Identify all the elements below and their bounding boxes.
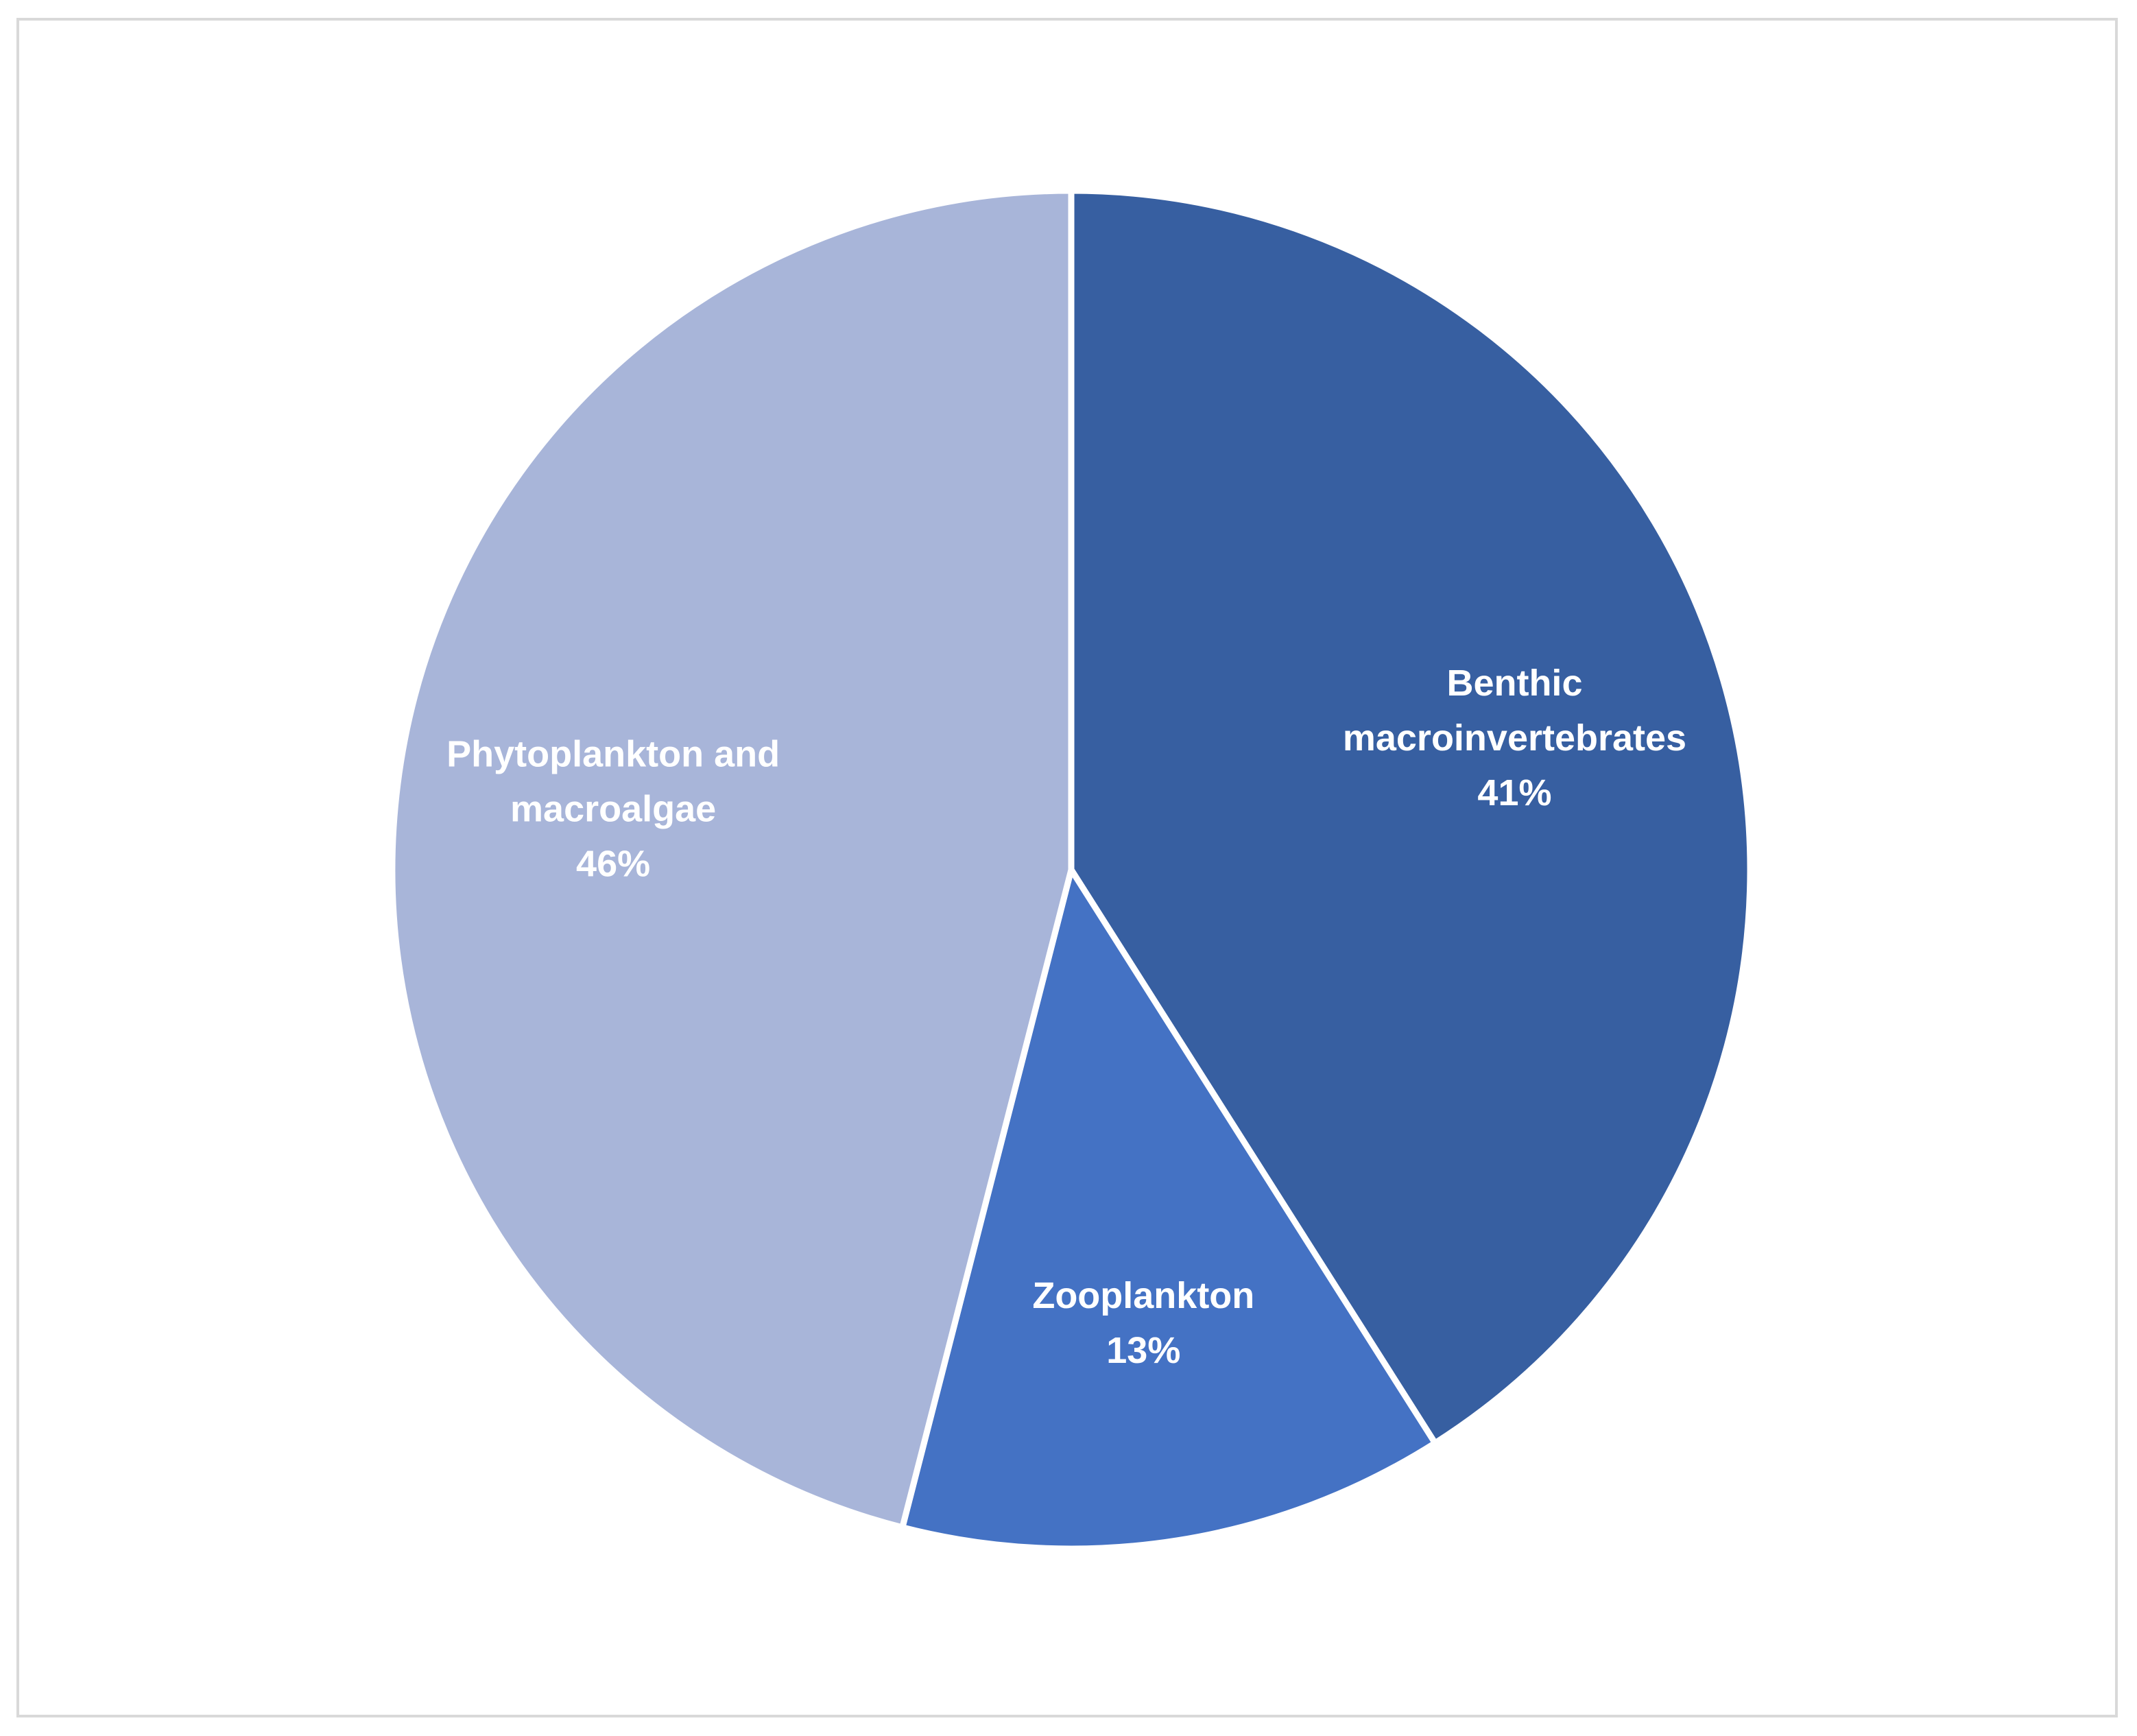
data-label-0: Benthic macroinvertebrates 41% [1343,663,1686,813]
data-label-category: macroinvertebrates [1343,717,1686,759]
data-label-value: 13% [1106,1330,1180,1371]
data-label-1: Zooplankton 13% [1032,1275,1254,1371]
data-label-category: Benthic [1446,663,1582,704]
data-label-2: Phytoplankton and macroalgae 46% [446,734,780,885]
data-label-category: Zooplankton [1032,1275,1254,1316]
data-label-value: 46% [576,844,650,885]
pie-slice-0 [1068,187,1754,1447]
data-label-value: 41% [1477,772,1551,813]
pie-slice-2 [389,187,1075,1531]
pie-slice-1 [899,866,1438,1552]
data-label-category: Phytoplankton and [446,734,780,775]
data-label-category: macroalgae [510,789,716,830]
